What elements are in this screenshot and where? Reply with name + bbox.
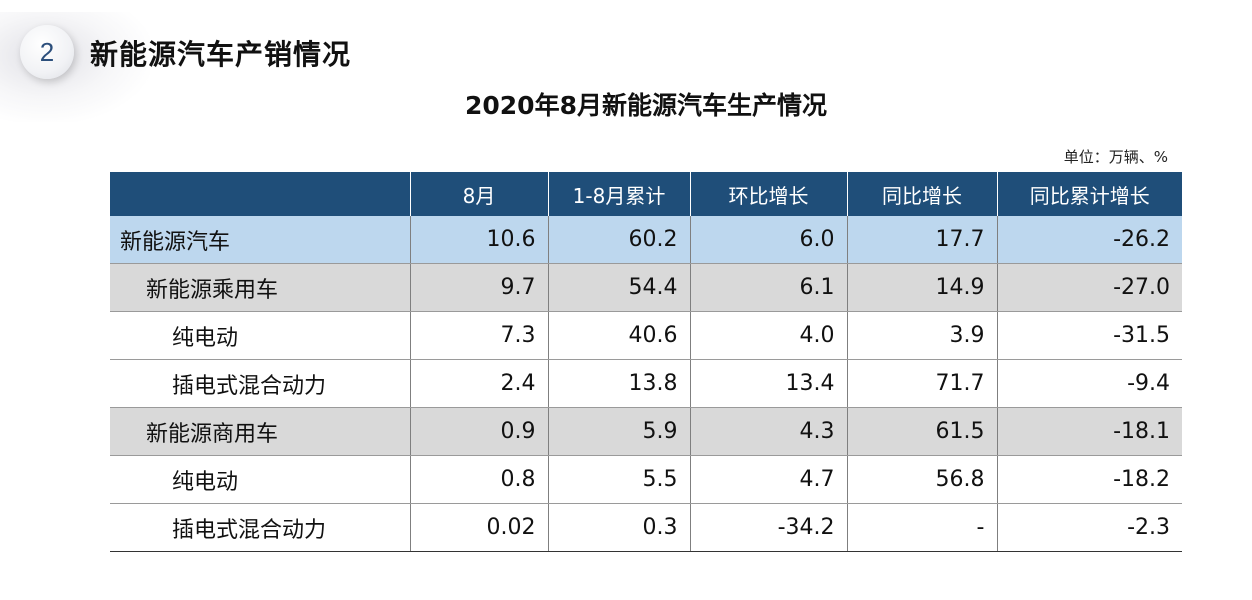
table-title: 2020年8月新能源汽车生产情况 <box>465 91 827 120</box>
row-label: 新能源乘用车 <box>110 263 410 312</box>
month-value: 0.9 <box>409 407 548 456</box>
row-label: 插电式混合动力 <box>110 503 410 552</box>
yoy-growth-value: 71.7 <box>846 359 997 408</box>
yoy-growth-value: 17.7 <box>846 216 997 264</box>
month-value: 0.02 <box>409 503 548 552</box>
header-cell-yoy-cumulative-growth: 同比累计增长 <box>996 172 1182 216</box>
unit-note: 单位：万辆、% <box>1063 148 1168 166</box>
table-row: 纯电动 0.8 5.5 4.7 56.8 -18.2 <box>110 455 1182 504</box>
month-value: 7.3 <box>409 311 548 360</box>
header-cell-mom-growth: 环比增长 <box>689 172 847 216</box>
header-cell-month: 8月 <box>409 172 548 216</box>
yoy-growth-value: 3.9 <box>846 311 997 360</box>
table-row: 新能源商用车 0.9 5.9 4.3 61.5 -18.1 <box>110 407 1182 456</box>
table-row: 插电式混合动力 2.4 13.8 13.4 71.7 -9.4 <box>110 359 1182 408</box>
row-label: 纯电动 <box>110 311 410 360</box>
yoy-cumulative-growth-value: -18.1 <box>996 407 1182 456</box>
mom-growth-value: 4.0 <box>689 311 847 360</box>
cumulative-value: 60.2 <box>547 216 690 264</box>
row-label: 新能源商用车 <box>110 407 410 456</box>
yoy-growth-value: 56.8 <box>846 455 997 504</box>
yoy-cumulative-growth-value: -27.0 <box>996 263 1182 312</box>
table-row: 纯电动 7.3 40.6 4.0 3.9 -31.5 <box>110 311 1182 360</box>
table-row: 新能源乘用车 9.7 54.4 6.1 14.9 -27.0 <box>110 263 1182 312</box>
row-label: 插电式混合动力 <box>110 359 410 408</box>
yoy-cumulative-growth-value: -9.4 <box>996 359 1182 408</box>
cumulative-value: 0.3 <box>547 503 690 552</box>
mom-growth-value: -34.2 <box>689 503 847 552</box>
table-row: 新能源汽车 10.6 60.2 6.0 17.7 -26.2 <box>110 216 1182 264</box>
month-value: 2.4 <box>409 359 548 408</box>
cumulative-value: 5.9 <box>547 407 690 456</box>
yoy-cumulative-growth-value: -2.3 <box>996 503 1182 552</box>
row-label: 纯电动 <box>110 455 410 504</box>
table-header: 8月 1-8月累计 环比增长 同比增长 同比累计增长 <box>110 172 1182 216</box>
production-table: 8月 1-8月累计 环比增长 同比增长 同比累计增长 新能源汽车 10.6 60.2… <box>110 172 1182 552</box>
yoy-growth-value: - <box>846 503 997 552</box>
header-cell-category <box>110 172 410 216</box>
section-number-badge: 2 <box>20 25 74 79</box>
mom-growth-value: 4.7 <box>689 455 847 504</box>
row-label: 新能源汽车 <box>110 216 410 264</box>
month-value: 9.7 <box>409 263 548 312</box>
cumulative-value: 13.8 <box>547 359 690 408</box>
month-value: 0.8 <box>409 455 548 504</box>
mom-growth-value: 4.3 <box>689 407 847 456</box>
table-body: 新能源汽车 10.6 60.2 6.0 17.7 -26.2 新能源乘用车 9.7 54.4 6.… <box>110 216 1182 552</box>
header-row: 8月 1-8月累计 环比增长 同比增长 同比累计增长 <box>110 172 1182 216</box>
yoy-cumulative-growth-value: -26.2 <box>996 216 1182 264</box>
yoy-growth-value: 61.5 <box>846 407 997 456</box>
mom-growth-value: 13.4 <box>689 359 847 408</box>
cumulative-value: 54.4 <box>547 263 690 312</box>
mom-growth-value: 6.1 <box>689 263 847 312</box>
yoy-growth-value: 14.9 <box>846 263 997 312</box>
header-cell-cumulative: 1-8月累计 <box>547 172 690 216</box>
header-cell-yoy-growth: 同比增长 <box>846 172 997 216</box>
cumulative-value: 5.5 <box>547 455 690 504</box>
section-number: 2 <box>39 36 55 67</box>
mom-growth-value: 6.0 <box>689 216 847 264</box>
yoy-cumulative-growth-value: -31.5 <box>996 311 1182 360</box>
cumulative-value: 40.6 <box>547 311 690 360</box>
yoy-cumulative-growth-value: -18.2 <box>996 455 1182 504</box>
table-row: 插电式混合动力 0.02 0.3 -34.2- -2.3 <box>110 503 1182 552</box>
month-value: 10.6 <box>409 216 548 264</box>
section-title: 新能源汽车产销情况 <box>90 38 352 71</box>
